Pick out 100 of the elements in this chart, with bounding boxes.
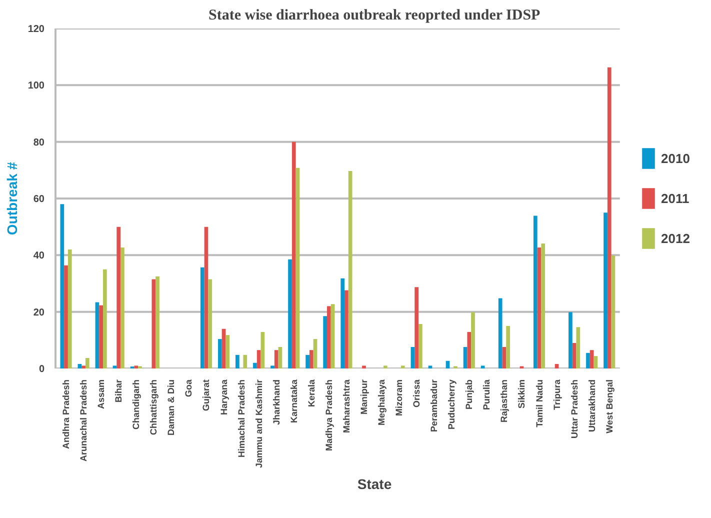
bar [68, 250, 72, 368]
bar [120, 248, 124, 368]
bar [463, 346, 468, 368]
legend-label: 2010 [661, 150, 691, 166]
bar [200, 267, 204, 368]
bar [414, 287, 418, 368]
bar [103, 269, 107, 368]
bar [309, 350, 314, 368]
bar [226, 335, 230, 368]
x-tick-label: Daman & Diu [166, 379, 176, 436]
bar [116, 226, 121, 368]
bar [533, 216, 538, 368]
x-tick-label: Gujarat [201, 379, 212, 412]
bar [327, 306, 331, 368]
x-tick-label: Tripura [552, 378, 562, 410]
x-tick-label: Jammu and Kashmir [254, 379, 264, 468]
bar [85, 358, 90, 368]
bar [471, 312, 475, 368]
bar [256, 350, 261, 368]
bar [253, 362, 257, 368]
x-tick-label: Haryana [218, 378, 229, 416]
x-tick-label: Meghalaya [376, 378, 387, 426]
x-tick-label: Chhattisgarh [148, 379, 159, 436]
bar [400, 366, 405, 368]
bar [576, 327, 580, 368]
legend-label: 2011 [661, 190, 690, 206]
y-tick-label: 0 [38, 364, 45, 375]
bar [607, 67, 612, 368]
x-tick-label: Manipur [358, 379, 369, 414]
bar [498, 298, 502, 368]
bar [64, 265, 68, 368]
bar [306, 354, 310, 368]
x-tick-label: Sikkim [516, 379, 527, 409]
bar [362, 366, 366, 368]
bar [594, 356, 598, 368]
bar [590, 350, 594, 368]
bar [323, 316, 327, 368]
x-tick-label: Chandigarh [131, 379, 142, 430]
bar [134, 366, 138, 368]
bar [410, 346, 415, 368]
bar [112, 366, 117, 368]
bar [222, 328, 226, 368]
bar [480, 366, 485, 368]
x-tick-label: Assam [96, 379, 106, 410]
x-tick-label: Maharashtra [341, 378, 352, 434]
x-tick-label: Himachal Pradesh [236, 379, 246, 458]
bar [208, 279, 212, 368]
bar [568, 312, 572, 368]
legend-label: 2012 [661, 230, 691, 246]
bar [274, 350, 278, 368]
bar [554, 364, 559, 368]
x-tick-label: Mizoram [394, 379, 404, 416]
y-tick-label: 20 [33, 307, 45, 318]
x-tick-label: Jharkhand [271, 380, 282, 426]
bar [95, 302, 100, 368]
x-axis-title: State [357, 476, 392, 492]
x-tick-label: Purulia [482, 378, 492, 410]
x-tick-label: Goa [184, 378, 194, 398]
x-tick-label: Orissa [412, 378, 422, 408]
bar [586, 352, 590, 368]
x-tick-label: Uttarakhand [586, 379, 597, 432]
bar [506, 326, 510, 368]
x-tick-label: Rajasthan [499, 380, 510, 423]
bar [288, 259, 292, 368]
x-tick-label: Uttar Pradesh [569, 379, 580, 439]
y-tick-label: 40 [33, 250, 45, 262]
x-tick-label: Tamil Nadu [534, 379, 544, 428]
bar [260, 332, 265, 368]
y-tick-label: 120 [28, 24, 45, 35]
bar [313, 339, 318, 368]
bar [502, 346, 506, 368]
bar [330, 304, 335, 368]
bar [78, 364, 82, 368]
x-tick-label: West Bengal [604, 379, 614, 434]
bar [344, 290, 348, 368]
bar [604, 212, 608, 368]
bar [572, 343, 576, 368]
bar [428, 366, 432, 368]
bar [418, 324, 422, 368]
chart-title: State wise diarrhoea outbreak reoprted under IDSP [208, 8, 540, 24]
y-tick-label: 80 [33, 137, 45, 148]
bar [152, 279, 156, 368]
x-tick-label: Punjab [464, 379, 474, 410]
bar [204, 226, 208, 368]
x-tick-label: Kerala [306, 378, 316, 408]
bar [348, 171, 352, 368]
x-tick-label: Andhra Pradesh [61, 379, 72, 450]
x-tick-label: Bihar [114, 379, 124, 403]
bar [611, 255, 616, 368]
bar [218, 339, 222, 368]
bar [236, 354, 240, 368]
bar [82, 366, 86, 368]
x-tick-label: Madhya Pradesh [324, 379, 334, 452]
x-tick-label: Perambadur [429, 379, 440, 432]
x-tick-label: Karnataka [288, 378, 299, 424]
x-tick-label: Puducherry [446, 380, 457, 430]
y-tick-label: 100 [28, 80, 45, 92]
bar [278, 346, 282, 368]
bar [292, 142, 296, 368]
bar [99, 305, 103, 368]
